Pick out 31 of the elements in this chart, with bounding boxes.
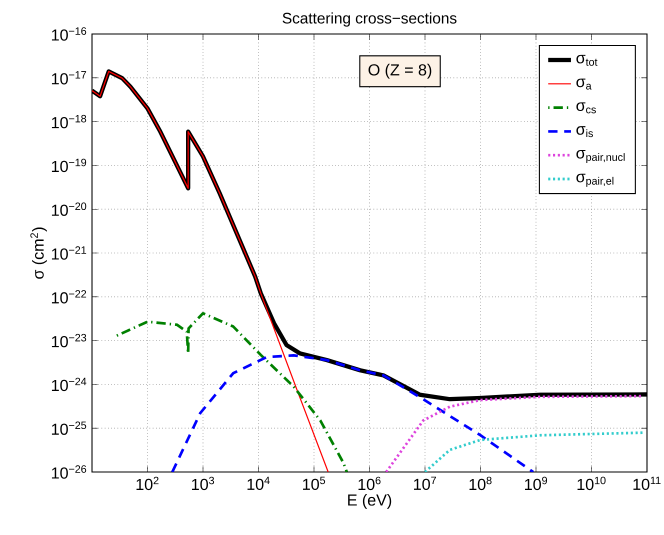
y-tick-label: 10$^{−21}$ bbox=[52, 246, 86, 260]
y-tick-label: 10$^{−17}$ bbox=[52, 71, 86, 84]
annotation: O (Z = 8) bbox=[368, 64, 432, 79]
x-tick-label: 10$^{8}$ bbox=[470, 476, 492, 490]
x-tick-label: 10$^{11}$ bbox=[633, 476, 661, 490]
legend-label: σ$_{tot}$ bbox=[576, 54, 598, 66]
y-tick-label: 10$^{−25}$ bbox=[52, 422, 86, 435]
y-tick-label: 10$^{−22}$ bbox=[52, 290, 86, 304]
x-tick-label: 10$^{9}$ bbox=[525, 476, 548, 490]
x-tick-label: 10$^{5}$ bbox=[303, 476, 326, 490]
legend-label: σ$_{pair,el}$ bbox=[576, 174, 614, 187]
x-tick-label: 10$^{2}$ bbox=[136, 476, 158, 490]
x-axis-title: E (eV) bbox=[348, 494, 392, 509]
y-axis-title: σ (cm$^{2}$) bbox=[30, 228, 47, 279]
legend-label: σ$_{a}$ bbox=[576, 78, 592, 90]
y-tick-label: 10$^{−20}$ bbox=[52, 202, 86, 216]
y-tick-label: 10$^{−23}$ bbox=[52, 334, 86, 348]
chart-title: Scattering cross−sections bbox=[282, 12, 456, 27]
y-tick-label: 10$^{−16}$ bbox=[52, 27, 86, 41]
x-tick-label: 10$^{4}$ bbox=[248, 476, 270, 490]
y-tick-label: 10$^{−26}$ bbox=[52, 465, 86, 479]
x-tick-label: 10$^{6}$ bbox=[358, 476, 381, 490]
legend-label: σ$_{pair,nucl}$ bbox=[576, 150, 625, 164]
x-tick-label: 10$^{3}$ bbox=[192, 476, 214, 490]
legend-label: σ$_{is}$ bbox=[576, 126, 593, 138]
y-tick-label: 10$^{−24}$ bbox=[52, 378, 86, 392]
y-tick-label: 10$^{−18}$ bbox=[52, 114, 86, 128]
x-tick-label: 10$^{10}$ bbox=[578, 476, 606, 490]
y-tick-label: 10$^{−19}$ bbox=[52, 158, 86, 172]
x-tick-label: 10$^{7}$ bbox=[414, 476, 436, 490]
legend-label: σ$_{cs}$ bbox=[576, 102, 596, 114]
